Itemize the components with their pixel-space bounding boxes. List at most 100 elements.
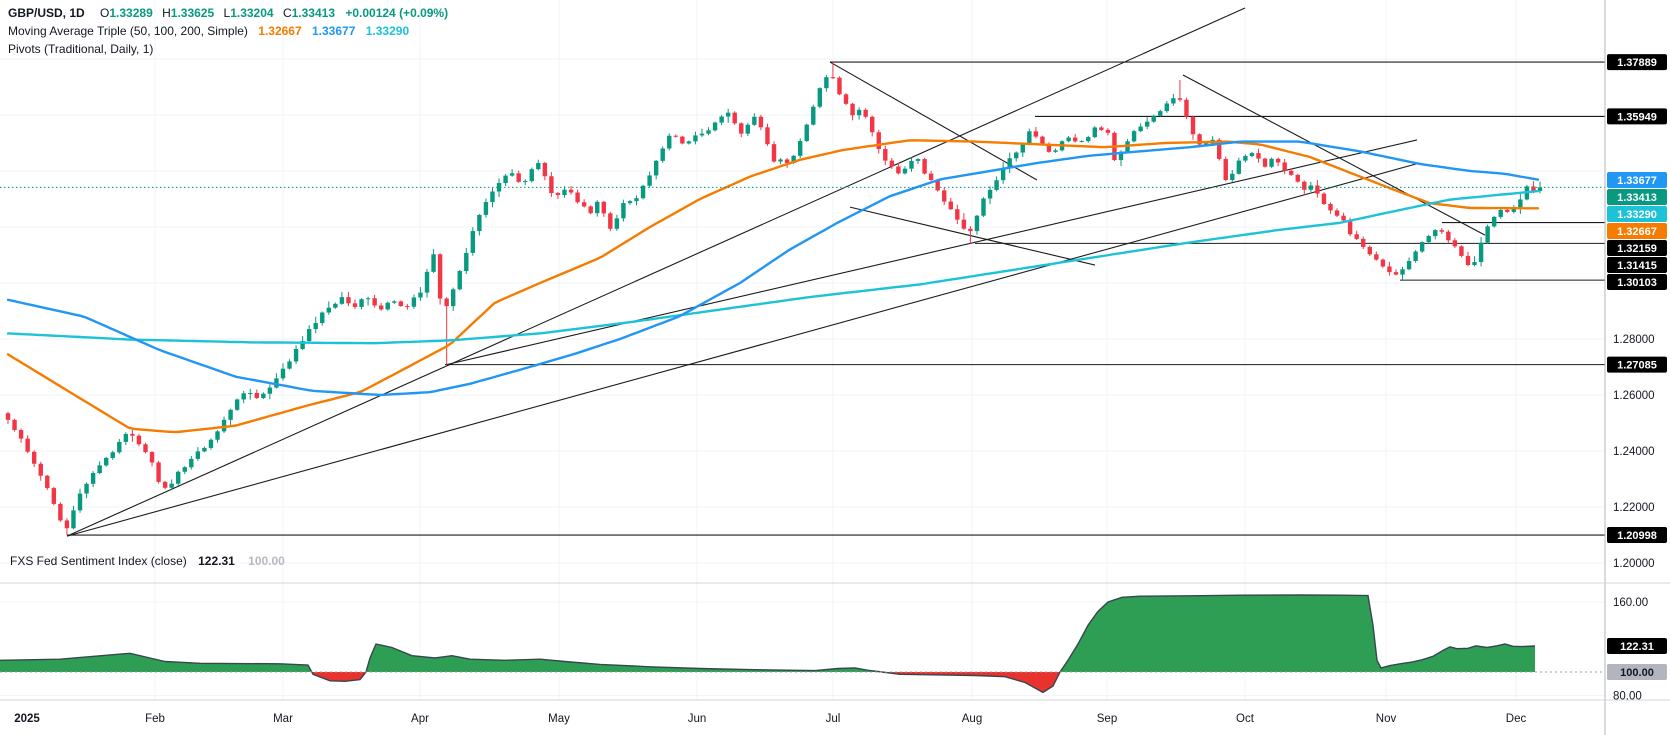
- price-label-text: 1.30103: [1617, 277, 1657, 289]
- price-label-text: 1.32159: [1617, 243, 1657, 255]
- candle-body: [156, 462, 161, 482]
- trend-line-descending-from-sep-peak[interactable]: [1182, 74, 1486, 236]
- candles[interactable]: [5, 62, 1543, 535]
- candle-body: [608, 213, 613, 229]
- ma100-value: 1.33677: [312, 24, 356, 38]
- candle-body: [241, 393, 246, 400]
- candle-body: [234, 399, 240, 410]
- symbol-row: GBP/USD, 1D O1.33289 H1.33625 L1.33204 C…: [8, 4, 448, 22]
- candle-body: [12, 419, 17, 431]
- candle-body: [1446, 231, 1451, 241]
- candle-body: [293, 348, 299, 362]
- candle-body: [130, 433, 135, 436]
- candle-body: [673, 135, 678, 137]
- candle-body: [444, 298, 449, 307]
- candle-body: [856, 109, 862, 116]
- candle-body: [1066, 137, 1071, 142]
- scale-tick-label: 1.24000: [1613, 446, 1655, 458]
- price-label: 1.33677: [1607, 172, 1667, 189]
- candle-body: [1282, 162, 1287, 171]
- time-tick-label: Dec: [1506, 713, 1527, 725]
- candle-body: [653, 160, 659, 176]
- candle-body: [640, 185, 646, 199]
- scale-tick-label: 80.00: [1613, 690, 1642, 702]
- candle-body: [58, 503, 63, 521]
- candle-body: [725, 112, 731, 117]
- candle-body: [1341, 215, 1346, 221]
- candle-body: [523, 181, 528, 183]
- candle-body: [162, 481, 168, 488]
- candle-body: [575, 192, 580, 203]
- pivots-indicator-title[interactable]: Pivots (Traditional, Daily, 1): [8, 42, 154, 56]
- candle-body: [1413, 251, 1418, 262]
- candle-body: [339, 297, 345, 304]
- candle-body: [1426, 236, 1431, 243]
- candle-body: [372, 298, 377, 306]
- candle-body: [437, 254, 443, 299]
- price-scale[interactable]: 1.28000 1.26000 1.24000 1.22000 1.20000 160.0…: [1604, 0, 1670, 735]
- candle-body: [1007, 158, 1012, 169]
- candle-body: [1027, 131, 1032, 144]
- candle-body: [97, 465, 102, 474]
- price-label-text: 1.31415: [1617, 260, 1657, 272]
- price-label-box: [1607, 108, 1667, 125]
- sma100-line: [6, 140, 1540, 397]
- trend-lines: [66, 7, 1605, 537]
- sentiment-title[interactable]: FXS Fed Sentiment Index (close): [10, 554, 187, 568]
- candle-body: [84, 483, 89, 494]
- candle-body: [45, 475, 50, 489]
- time-tick-label: Oct: [1236, 713, 1255, 725]
- candle-body: [1223, 158, 1228, 180]
- candle-body: [739, 123, 744, 134]
- candle-body: [1459, 246, 1464, 256]
- candle-body: [5, 413, 11, 420]
- candle-body: [1328, 204, 1333, 211]
- candle-body: [496, 183, 502, 192]
- candle-body: [1275, 158, 1281, 163]
- candle-body: [529, 169, 534, 182]
- time-tick-label: Nov: [1376, 713, 1397, 725]
- trend-line-major-ascending-jan-apr-lows[interactable]: [66, 7, 1246, 537]
- pivots-indicator-row: Pivots (Traditional, Daily, 1): [8, 40, 448, 58]
- candle-body: [922, 159, 927, 174]
- candle-body: [1433, 230, 1438, 237]
- candle-body: [1518, 199, 1523, 208]
- price-label-box: [1607, 223, 1667, 240]
- candle-body: [542, 162, 548, 177]
- candle-body: [136, 435, 142, 445]
- price-label: 1.31415: [1607, 257, 1667, 274]
- candle-body: [1361, 238, 1366, 247]
- candle-body: [549, 176, 554, 194]
- candle-body: [385, 302, 390, 310]
- sentiment-area-positive: [0, 595, 1535, 672]
- candle-body: [955, 209, 960, 220]
- high-key: H: [162, 6, 171, 20]
- candle-body: [221, 419, 227, 432]
- candle-body: [1465, 255, 1471, 266]
- time-scale[interactable]: 2025 Feb Mar Apr May Jun Jul Aug Sep Oct Nov Dec: [14, 713, 1526, 725]
- symbol-title[interactable]: GBP/USD, 1D: [8, 6, 85, 20]
- candle-body: [123, 433, 129, 442]
- candle-body: [1243, 155, 1248, 161]
- time-tick-label: Aug: [962, 713, 982, 725]
- time-tick-label: Feb: [145, 713, 165, 725]
- candle-body: [1158, 111, 1163, 116]
- sma200-line: [6, 189, 1540, 345]
- candle-body: [1086, 137, 1091, 142]
- candle-body: [817, 88, 823, 107]
- candle-body: [621, 203, 626, 219]
- trend-line-ascending-support-shallow[interactable]: [66, 162, 1421, 537]
- trend-line-ascending-apr-aug-lows[interactable]: [446, 139, 1418, 366]
- candle-body: [680, 136, 685, 144]
- candle-body: [208, 439, 214, 448]
- trend-line-descending-into-aug-low[interactable]: [849, 206, 1096, 266]
- trend-line-descending-from-jul-peak[interactable]: [829, 61, 1038, 181]
- candle-body: [876, 132, 881, 149]
- price-label-box: [1607, 527, 1667, 544]
- ma-indicator-title[interactable]: Moving Average Triple (50, 100, 200, Sim…: [8, 24, 248, 38]
- candle-body: [863, 109, 868, 117]
- ma-indicator-row: Moving Average Triple (50, 100, 200, Sim…: [8, 22, 448, 40]
- candle-body: [1308, 185, 1314, 190]
- ma200-value: 1.33290: [365, 24, 410, 38]
